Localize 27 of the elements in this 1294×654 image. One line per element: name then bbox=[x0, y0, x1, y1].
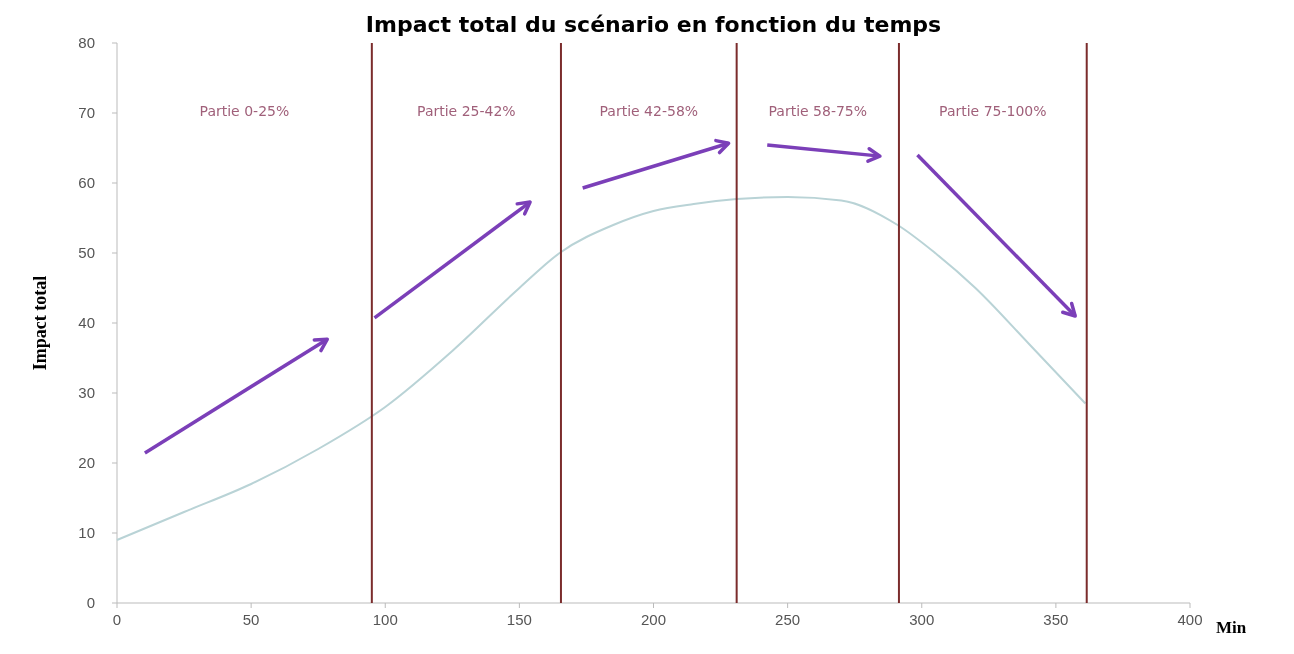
x-tick-label: 0 bbox=[112, 611, 122, 628]
y-tick-label: 40 bbox=[78, 314, 95, 331]
y-tick-label: 10 bbox=[78, 524, 95, 541]
y-tick-label: 50 bbox=[78, 244, 95, 261]
annotation: Partie 25-42% bbox=[417, 102, 516, 119]
annotation: Partie 58-75% bbox=[768, 102, 868, 119]
y-tick-label: 80 bbox=[78, 34, 95, 51]
annotation: Partie 0-25% bbox=[199, 102, 290, 119]
x-tick-label: 300 bbox=[909, 611, 935, 628]
y-axis-title: Impact total bbox=[30, 275, 50, 371]
x-tick-label: 200 bbox=[640, 611, 667, 628]
annotation: Partie 75-100% bbox=[939, 102, 1047, 119]
x-tick-label: 400 bbox=[1177, 611, 1203, 628]
line-series bbox=[116, 196, 1087, 541]
x-tick-label: 250 bbox=[775, 611, 801, 628]
x-axis-title: Min bbox=[1216, 618, 1247, 637]
x-tick-label: 100 bbox=[372, 611, 398, 628]
y-tick-label: 20 bbox=[78, 454, 95, 471]
annotation: Partie 42-58% bbox=[599, 102, 699, 119]
y-tick-label: 0 bbox=[86, 594, 95, 611]
y-tick-label: 70 bbox=[78, 104, 95, 121]
y-tick-label: 60 bbox=[78, 174, 95, 191]
x-tick-label: 150 bbox=[506, 611, 532, 628]
x-tick-label: 50 bbox=[242, 611, 260, 628]
y-tick-label: 30 bbox=[78, 384, 95, 401]
chart-title: Impact total du scénario en fonction du temps bbox=[365, 12, 942, 37]
x-tick-label: 350 bbox=[1043, 611, 1069, 628]
